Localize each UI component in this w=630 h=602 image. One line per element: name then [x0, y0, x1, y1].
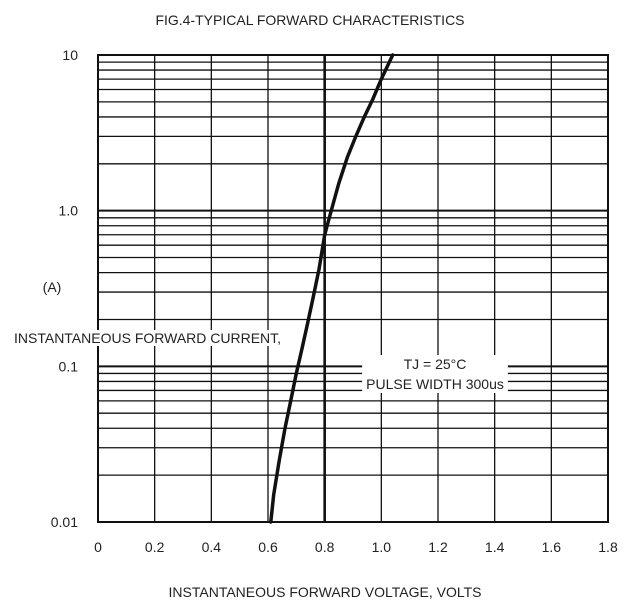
- x-axis-label: INSTANTANEOUS FORWARD VOLTAGE, VOLTS: [169, 584, 482, 600]
- annotation-temperature: TJ = 25°C: [404, 356, 467, 372]
- annotation-pulse-width: PULSE WIDTH 300us: [366, 376, 504, 392]
- y-tick-label: 0.01: [51, 514, 78, 530]
- plot-frame: [97, 54, 609, 523]
- x-tick-label: 0.2: [145, 539, 165, 555]
- x-tick-label: 1.4: [485, 539, 505, 555]
- x-tick-label: 1.8: [598, 539, 618, 555]
- x-tick-label: 1.0: [372, 539, 392, 555]
- forward-current-curve: [269, 53, 395, 524]
- y-tick-label: 0.1: [59, 358, 79, 374]
- y-axis-label-group: INSTANTANEOUS FORWARD CURRENT,: [12, 330, 284, 346]
- x-tick-label: 1.6: [542, 539, 562, 555]
- y-axis-label-background: [12, 330, 284, 346]
- minor-grid: [98, 55, 608, 522]
- x-tick-label: 0.4: [202, 539, 222, 555]
- x-tick-label: 0.6: [258, 539, 278, 555]
- y-axis-label: INSTANTANEOUS FORWARD CURRENT,: [14, 330, 281, 346]
- y-tick-label: 1.0: [59, 203, 79, 219]
- annotation-background: [362, 355, 508, 393]
- x-tick-label: 1.2: [428, 539, 448, 555]
- y-tick-labels: 0.01 0.1 1.0 10: [51, 47, 78, 530]
- annotation-box: TJ = 25°C PULSE WIDTH 300us: [362, 355, 508, 393]
- major-grid: [98, 55, 608, 522]
- x-tick-labels: 0 0.2 0.4 0.6 0.8 1.0 1.2 1.4 1.6 1.8: [94, 539, 618, 555]
- chart-title: FIG.4-TYPICAL FORWARD CHARACTERISTICS: [155, 12, 464, 28]
- x-tick-label: 0: [94, 539, 102, 555]
- x-tick-label: 0.8: [315, 539, 335, 555]
- y-tick-label: 10: [62, 47, 78, 63]
- y-unit-label: (A): [43, 279, 62, 295]
